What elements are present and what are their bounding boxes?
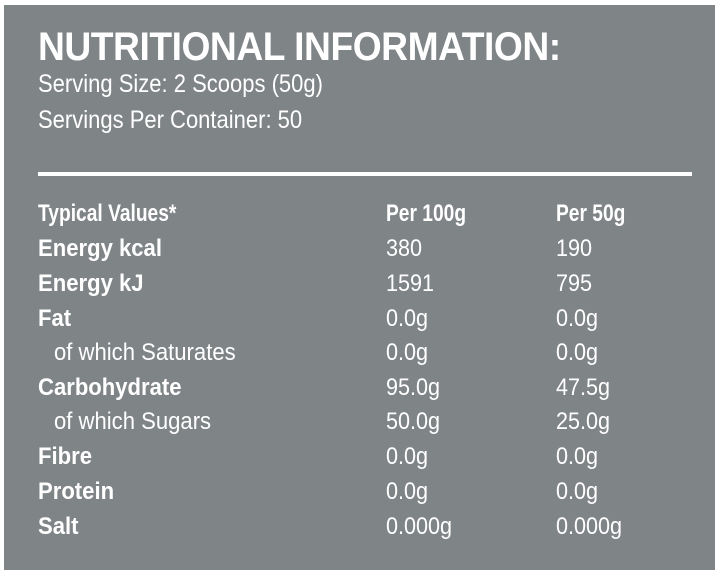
nutrient-name: Fat (38, 305, 72, 332)
nutrient-name: Energy kJ (38, 270, 144, 297)
page-title: NUTRITIONAL INFORMATION: (38, 25, 561, 69)
value-per-100g: 0.000g (386, 513, 453, 540)
nutrient-name: Salt (38, 513, 79, 540)
nutrient-name: of which Saturates (54, 339, 236, 366)
servings-per-container: Servings Per Container: 50 (38, 106, 303, 134)
value-per-100g: 50.0g (386, 408, 441, 435)
table-row: of which Sugars 50.0g 25.0g (4, 405, 715, 439)
value-per-50g: 0.0g (556, 305, 599, 332)
header-per-100g: Per 100g (386, 200, 467, 227)
serving-size: Serving Size: 2 Scoops (50g) (38, 70, 323, 98)
nutrient-name: Carbohydrate (38, 374, 182, 401)
value-per-100g: 1591 (386, 270, 435, 297)
header-typical-values: Typical Values* (38, 200, 177, 227)
value-per-100g: 0.0g (386, 443, 429, 470)
table-row: Carbohydrate 95.0g 47.5g (4, 371, 715, 405)
nutrient-name: Protein (38, 478, 115, 505)
table-row: Protein 0.0g 0.0g (4, 475, 715, 509)
nutrient-name: Energy kcal (38, 235, 162, 262)
table-row: of which Saturates 0.0g 0.0g (4, 336, 715, 370)
nutrition-panel: NUTRITIONAL INFORMATION: Serving Size: 2… (4, 5, 715, 570)
header-per-50g: Per 50g (556, 200, 626, 227)
value-per-50g: 0.0g (556, 478, 599, 505)
table-row: Salt 0.000g 0.000g (4, 510, 715, 544)
value-per-100g: 0.0g (386, 478, 429, 505)
value-per-100g: 380 (386, 235, 423, 262)
value-per-50g: 190 (556, 235, 593, 262)
divider (38, 172, 692, 176)
value-per-50g: 0.0g (556, 339, 599, 366)
table-row: Energy kcal 380 190 (4, 232, 715, 266)
value-per-100g: 95.0g (386, 374, 441, 401)
table-row: Energy kJ 1591 795 (4, 267, 715, 301)
value-per-50g: 0.000g (556, 513, 623, 540)
value-per-50g: 795 (556, 270, 593, 297)
table-row: Fat 0.0g 0.0g (4, 302, 715, 336)
value-per-50g: 47.5g (556, 374, 611, 401)
nutrient-name: of which Sugars (54, 408, 212, 435)
nutrient-name: Fibre (38, 443, 92, 470)
value-per-100g: 0.0g (386, 305, 429, 332)
table-header: Typical Values* Per 100g Per 50g (4, 197, 715, 231)
value-per-50g: 25.0g (556, 408, 611, 435)
value-per-50g: 0.0g (556, 443, 599, 470)
table-row: Fibre 0.0g 0.0g (4, 440, 715, 474)
value-per-100g: 0.0g (386, 339, 429, 366)
